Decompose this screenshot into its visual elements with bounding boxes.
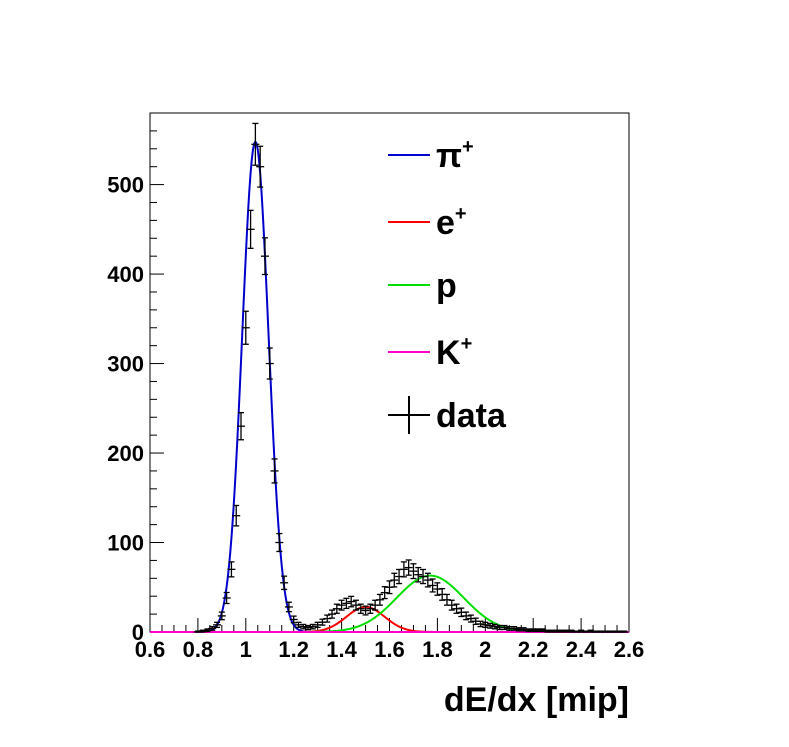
data-point [323, 614, 332, 623]
legend-superscript: + [461, 333, 473, 355]
data-point [222, 591, 231, 605]
y-tick-label: 200 [107, 441, 144, 466]
data-point [304, 624, 313, 631]
x-tick-label: 1.8 [422, 637, 453, 662]
data-point [284, 601, 293, 613]
data-point [366, 603, 375, 614]
data-point [490, 623, 499, 630]
legend-superscript: + [462, 136, 474, 158]
legend-label: π+ [436, 136, 474, 175]
legend: π+ e+ p K+ data [388, 136, 507, 435]
data-point [428, 578, 437, 593]
x-tick-label: 1 [240, 637, 252, 662]
data-point [476, 620, 485, 628]
data-point [466, 614, 475, 623]
data-point [399, 561, 408, 578]
legend-label: data [436, 397, 507, 435]
x-tick-label: 1.2 [278, 637, 309, 662]
data-point [342, 597, 351, 610]
legend-entry: e+ [388, 203, 467, 242]
data-point [380, 586, 389, 600]
data-point [390, 572, 399, 588]
data-point [299, 623, 308, 630]
y-axis: 0 100 200 300 400 500 [107, 112, 164, 645]
x-tick-label: 2 [479, 637, 491, 662]
data-point [347, 595, 356, 608]
x-tick-label: 0.8 [183, 637, 214, 662]
y-tick-label: 400 [107, 262, 144, 287]
data-point [414, 566, 423, 583]
x-axis-title: dE/dx [mip] [444, 681, 629, 719]
legend-entry: p [388, 267, 457, 305]
data-point [308, 623, 317, 630]
x-tick-label: 1.6 [374, 637, 405, 662]
y-tick-label: 500 [107, 173, 144, 198]
legend-entry: K+ [388, 333, 472, 372]
data-point [227, 561, 236, 578]
x-axis: 0.6 0.8 1 1.2 1.4 1.6 1.8 2 2.2 2.4 2.6 [135, 618, 645, 662]
data-point [462, 611, 471, 621]
data-point [241, 310, 250, 345]
data-point [232, 504, 241, 527]
data-point [280, 575, 289, 591]
data-point [265, 347, 274, 380]
data-point [208, 625, 217, 631]
data-point [409, 563, 418, 580]
fit-curve- [150, 139, 629, 633]
legend-label: e+ [436, 203, 467, 242]
data-point [510, 625, 519, 631]
data-point [237, 411, 246, 441]
legend-entry: π+ [388, 136, 474, 175]
data-point [419, 568, 428, 585]
data-point [356, 603, 365, 614]
plot-frame [149, 112, 630, 633]
data-point [481, 621, 490, 629]
y-tick-label: 0 [132, 620, 144, 645]
legend-label: K+ [436, 333, 472, 372]
data-point [217, 611, 226, 621]
data-point [256, 145, 265, 188]
y-tick-label: 300 [107, 352, 144, 377]
y-tick-label: 100 [107, 531, 144, 556]
fit-curves [150, 139, 629, 633]
data-point [620, 630, 629, 633]
data-point [423, 572, 432, 588]
data-point [447, 599, 456, 611]
data-point [361, 605, 370, 616]
data-point [337, 599, 346, 611]
data-point [375, 593, 384, 606]
data-point [270, 458, 279, 484]
data-point [486, 622, 495, 629]
x-tick-label: 1.4 [326, 637, 357, 662]
data-point [328, 609, 337, 619]
data-point [332, 603, 341, 614]
legend-entry: data [388, 396, 507, 435]
data-point [260, 237, 269, 276]
legend-superscript: + [455, 203, 467, 225]
data-point [251, 122, 260, 166]
data-points [193, 122, 629, 633]
x-tick-label: 2.2 [518, 637, 549, 662]
data-point [246, 209, 255, 249]
data-point [404, 559, 413, 576]
x-tick-label: 2.6 [614, 637, 645, 662]
x-tick-label: 2.4 [566, 637, 597, 662]
data-point [351, 599, 360, 611]
data-point [500, 624, 509, 631]
data-point [213, 621, 222, 629]
legend-label: p [436, 267, 457, 305]
data-point [275, 532, 284, 553]
x-tick-label: 0.6 [135, 637, 166, 662]
